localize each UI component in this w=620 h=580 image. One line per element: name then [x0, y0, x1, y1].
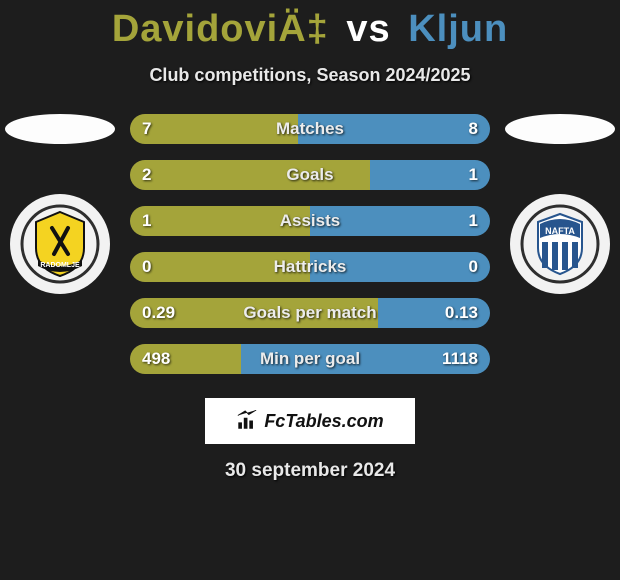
watermark-text: FcTables.com — [264, 411, 383, 432]
player2-avatar-placeholder — [505, 114, 615, 144]
stat-value-right: 0.13 — [433, 298, 490, 328]
stat-row: 11Assists — [130, 206, 490, 236]
stat-row: 21Goals — [130, 160, 490, 190]
nafta-crest-icon: NAFTA — [520, 204, 600, 284]
stat-bars-container: 78Matches21Goals11Assists00Hattricks0.29… — [130, 114, 490, 374]
stat-value-left: 7 — [130, 114, 163, 144]
svg-text:NAFTA: NAFTA — [545, 226, 575, 236]
player1-column: RADOMLJE — [0, 114, 120, 294]
stat-row: 78Matches — [130, 114, 490, 144]
radomlje-crest-icon: RADOMLJE — [20, 204, 100, 284]
comparison-title: DavidoviÄ‡ vs Kljun — [0, 0, 620, 51]
stat-value-right: 1 — [457, 160, 490, 190]
svg-text:RADOMLJE: RADOMLJE — [40, 262, 80, 269]
stat-value-left: 0.29 — [130, 298, 187, 328]
stat-value-right: 0 — [457, 252, 490, 282]
stat-row: 4981118Min per goal — [130, 344, 490, 374]
stat-value-right: 8 — [457, 114, 490, 144]
watermark-badge: FcTables.com — [205, 398, 415, 444]
subtitle: Club competitions, Season 2024/2025 — [0, 65, 620, 86]
player2-club-badge: NAFTA — [510, 194, 610, 294]
date-text: 30 september 2024 — [0, 460, 620, 482]
comparison-arena: RADOMLJE NAFTA 78Matches21Goals11Assists… — [0, 114, 620, 374]
stat-value-left: 0 — [130, 252, 163, 282]
stat-row: 00Hattricks — [130, 252, 490, 282]
player1-club-badge: RADOMLJE — [10, 194, 110, 294]
stat-value-left: 1 — [130, 206, 163, 236]
player1-avatar-placeholder — [5, 114, 115, 144]
vs-text: vs — [346, 8, 390, 50]
stat-value-left: 2 — [130, 160, 163, 190]
stat-value-left: 498 — [130, 344, 182, 374]
stat-value-right: 1118 — [430, 344, 490, 374]
player2-column: NAFTA — [500, 114, 620, 294]
player1-name: DavidoviÄ‡ — [112, 8, 329, 50]
player2-name: Kljun — [408, 8, 508, 50]
chart-icon — [236, 410, 258, 432]
stat-fill-left — [130, 160, 370, 190]
stat-value-right: 1 — [457, 206, 490, 236]
stat-row: 0.290.13Goals per match — [130, 298, 490, 328]
